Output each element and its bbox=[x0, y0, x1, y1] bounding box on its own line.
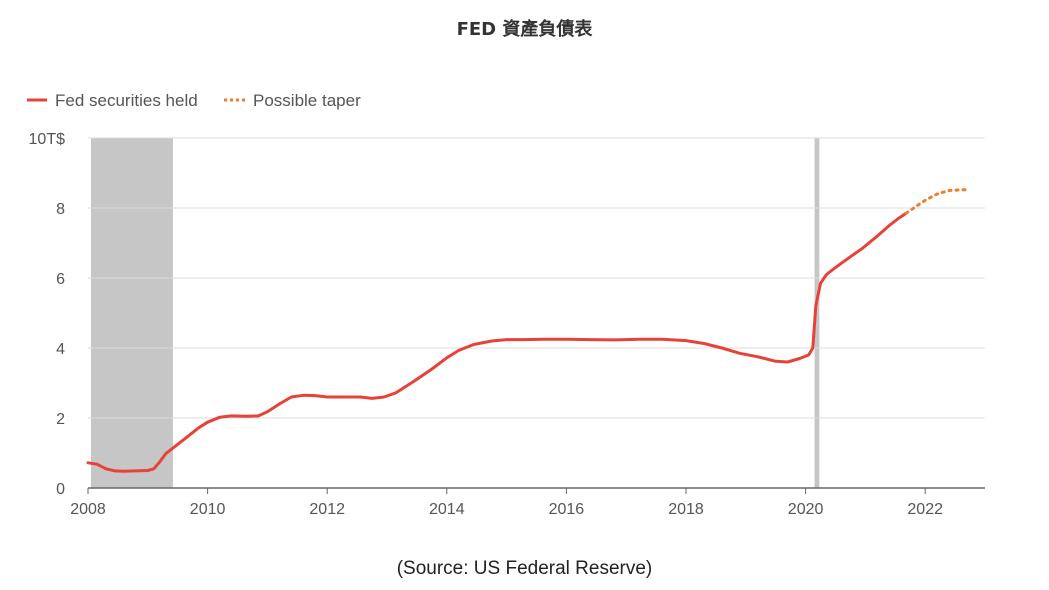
legend-label-possible-taper: Possible taper bbox=[253, 91, 361, 110]
legend-label-fed-securities-held: Fed securities held bbox=[55, 91, 198, 110]
x-tick-label-2014: 2014 bbox=[429, 501, 465, 518]
source-note: (Source: US Federal Reserve) bbox=[396, 558, 653, 579]
x-tick-label-2008: 2008 bbox=[70, 501, 106, 518]
x-tick-label-2018: 2018 bbox=[668, 501, 704, 518]
x-tick-label-2022: 2022 bbox=[907, 501, 943, 518]
y-tick-label-4: 4 bbox=[56, 341, 65, 358]
gridlines bbox=[88, 137, 985, 419]
x-tick-label-2016: 2016 bbox=[549, 501, 585, 518]
x-tick-labels: 2008 2010 2012 2014 2016 2018 2020 2022 bbox=[70, 501, 943, 518]
shaded-period-1 bbox=[814, 138, 820, 488]
shaded-period-0 bbox=[90, 138, 173, 488]
axes bbox=[87, 487, 985, 494]
legend: Fed securities held Possible taper bbox=[27, 91, 361, 110]
series-line-fed-securities-held bbox=[86, 211, 908, 473]
y-tick-label-10T$: 10T$ bbox=[29, 131, 66, 148]
y-tick-labels: 0 2 4 6 8 10T$ bbox=[29, 131, 66, 498]
y-tick-label-2: 2 bbox=[56, 411, 65, 428]
y-tick-label-6: 6 bbox=[56, 271, 65, 288]
x-tick-label-2020: 2020 bbox=[788, 501, 824, 518]
y-tick-label-0: 0 bbox=[56, 481, 65, 498]
x-tick-label-2010: 2010 bbox=[190, 501, 226, 518]
shaded-periods bbox=[90, 138, 820, 488]
series-lines bbox=[86, 188, 972, 473]
x-tick-label-2012: 2012 bbox=[309, 501, 345, 518]
chart-title: FED 資產負債表 bbox=[456, 19, 593, 40]
series-line-possible-taper bbox=[904, 188, 972, 215]
y-tick-label-8: 8 bbox=[56, 201, 65, 218]
